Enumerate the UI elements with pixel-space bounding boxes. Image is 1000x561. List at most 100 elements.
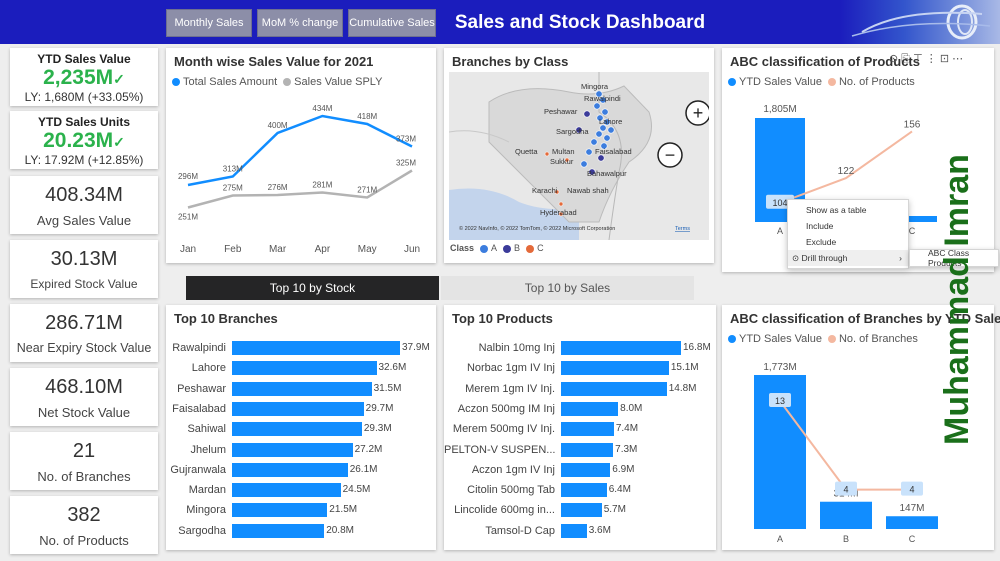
branch-point <box>595 90 603 98</box>
bar[interactable] <box>561 361 669 376</box>
bar[interactable] <box>561 483 607 498</box>
kpi-value: 20.23M✓ <box>43 129 125 152</box>
bar-value-label: 26.1M <box>349 463 378 475</box>
bar[interactable] <box>561 381 667 396</box>
tab-top-by-sales[interactable]: Top 10 by Sales <box>441 276 694 300</box>
bar[interactable] <box>232 422 362 437</box>
city-label: Rawalpindi <box>584 94 621 103</box>
legend-item-c: C <box>526 243 544 253</box>
map-city-labels: Mingora Rawalpindi Peshawar Lahore Sargo… <box>515 82 632 217</box>
branches-map[interactable]: + − Mingora Rawalpindi Peshawar Lahore S… <box>449 72 709 240</box>
map-attribution: © 2022 NavInfo, © 2022 TomTom, © 2022 Mi… <box>459 225 615 232</box>
kpi-value: 382 <box>67 504 101 526</box>
abc-branches-chart[interactable]: ABC classification of Branches by YTD Sa… <box>722 305 1000 550</box>
bar-category-label: Gujranwala <box>170 463 226 476</box>
menu-show-as-table[interactable]: Show as a table <box>806 205 867 215</box>
bar[interactable] <box>561 422 614 437</box>
cumulative-sales-button[interactable]: Cumulative Sales <box>348 9 436 37</box>
bar-category-label: Nalbin 10mg Inj <box>478 342 555 354</box>
bar[interactable] <box>232 341 400 355</box>
branch-point <box>575 126 583 134</box>
data-label: 275M <box>223 184 243 193</box>
bar[interactable] <box>232 503 328 518</box>
top-products-panel[interactable]: Top 10 Products Nalbin 10mg Inj 16.8M Norb… <box>444 305 716 550</box>
branch-point <box>601 108 609 116</box>
bar-category-label: Aczon 500mg IM Inj <box>457 402 555 415</box>
bar[interactable] <box>561 462 611 477</box>
visual-header-icons[interactable]: ⊙ ⎘ ⊤ ⋮ ⊡ ⋯ <box>889 53 964 65</box>
mom-change-button[interactable]: MoM % change <box>257 9 343 37</box>
menu-exclude[interactable]: Exclude <box>806 237 837 247</box>
chart-title: Top 10 Branches <box>174 311 278 326</box>
kpi-label: YTD Sales Value <box>37 52 131 66</box>
x-tick-label: A <box>777 226 783 236</box>
bar[interactable] <box>232 361 377 376</box>
monthly-sales-line-chart[interactable]: Month wise Sales Value for 2021 Total Sa… <box>166 48 436 263</box>
x-tick-label: Feb <box>224 244 242 255</box>
legend-item-count: No. of Products <box>827 76 915 88</box>
kpi-caption: No. of Products <box>39 533 129 548</box>
bar[interactable] <box>561 523 587 538</box>
data-label: 276M <box>268 183 288 192</box>
bar[interactable] <box>232 523 325 538</box>
bar-c <box>887 216 937 222</box>
data-label: 251M <box>178 213 198 222</box>
count-label: 4 <box>909 485 914 495</box>
legend-item-a: A <box>480 243 497 253</box>
city-label: Sargodha <box>556 127 589 136</box>
map-terms-link[interactable]: Terms <box>675 226 690 232</box>
branch-point <box>544 151 550 157</box>
swirl-logo-icon <box>851 4 991 40</box>
bar-value-label: 20.8M <box>326 524 354 536</box>
city-label: Bahawalpur <box>587 169 627 178</box>
bar[interactable] <box>232 442 353 457</box>
bar[interactable] <box>232 462 348 477</box>
data-label: 271M <box>357 186 377 195</box>
bar[interactable] <box>561 341 681 355</box>
chevron-right-icon: › <box>899 253 902 263</box>
bar-value-label: 5.7M <box>603 504 626 516</box>
data-label: 313M <box>223 165 243 174</box>
map-points <box>544 90 615 217</box>
bar-category-label: PELTON-V SUSPEN... <box>444 443 556 456</box>
legend-item-sales: YTD Sales Value <box>728 76 822 88</box>
bar[interactable] <box>561 401 619 416</box>
data-label: 147M <box>899 503 924 514</box>
bar[interactable] <box>232 483 341 498</box>
dashboard-title: Sales and Stock Dashboard <box>454 12 706 33</box>
header-banner-graphic <box>840 0 1000 44</box>
net-stock-card: 468.10M Net Stock Value <box>10 368 158 426</box>
line-chart-plot: 296M 313M 400M 434M 418M 373M 251M 275M 276M 281M… <box>178 104 420 255</box>
bar-category-label: Faisalabad <box>172 402 226 415</box>
menu-drill-through[interactable]: ⊙ Drill through › <box>788 250 908 266</box>
monthly-sales-button[interactable]: Monthly Sales <box>166 9 252 37</box>
kpi-last-year: LY: 17.92M (+12.85%) <box>24 153 144 167</box>
count-label: 4 <box>843 485 848 495</box>
bar-b <box>820 501 872 529</box>
zoom-out-button[interactable] <box>657 142 683 168</box>
branches-map-panel[interactable]: Branches by Class + − Mingora Rawalpindi… <box>444 48 714 263</box>
city-label: Peshawar <box>544 107 578 116</box>
top-branches-panel[interactable]: Top 10 Branches Rawalpindi 37.9M Lahore 32.… <box>166 305 436 550</box>
count-label-box <box>901 481 923 496</box>
count-line <box>779 130 913 204</box>
bar-category-label: Merem 500mg IV Inj. <box>452 423 555 436</box>
kpi-caption: No. of Branches <box>37 469 131 484</box>
data-label: 400M <box>268 121 288 130</box>
bar-category-label: Lahore <box>191 362 226 375</box>
bar[interactable] <box>561 442 614 457</box>
near-expiry-card: 286.71M Near Expiry Stock Value <box>10 304 158 362</box>
menu-include[interactable]: Include <box>806 221 834 231</box>
zoom-in-button[interactable] <box>685 100 709 126</box>
bar[interactable] <box>561 503 602 518</box>
bar[interactable] <box>232 401 364 416</box>
chart-title: Month wise Sales Value for 2021 <box>174 54 374 69</box>
kpi-caption: Net Stock Value <box>37 405 131 420</box>
map-title: Branches by Class <box>452 54 569 69</box>
submenu-abc-class-products[interactable]: ABC Class Products <box>909 248 999 268</box>
branch-point <box>600 142 608 150</box>
city-label: Lahore <box>599 117 622 126</box>
tab-top-by-stock[interactable]: Top 10 by Stock <box>186 276 439 300</box>
legend-dot-icon <box>503 244 512 253</box>
bar[interactable] <box>232 381 372 396</box>
